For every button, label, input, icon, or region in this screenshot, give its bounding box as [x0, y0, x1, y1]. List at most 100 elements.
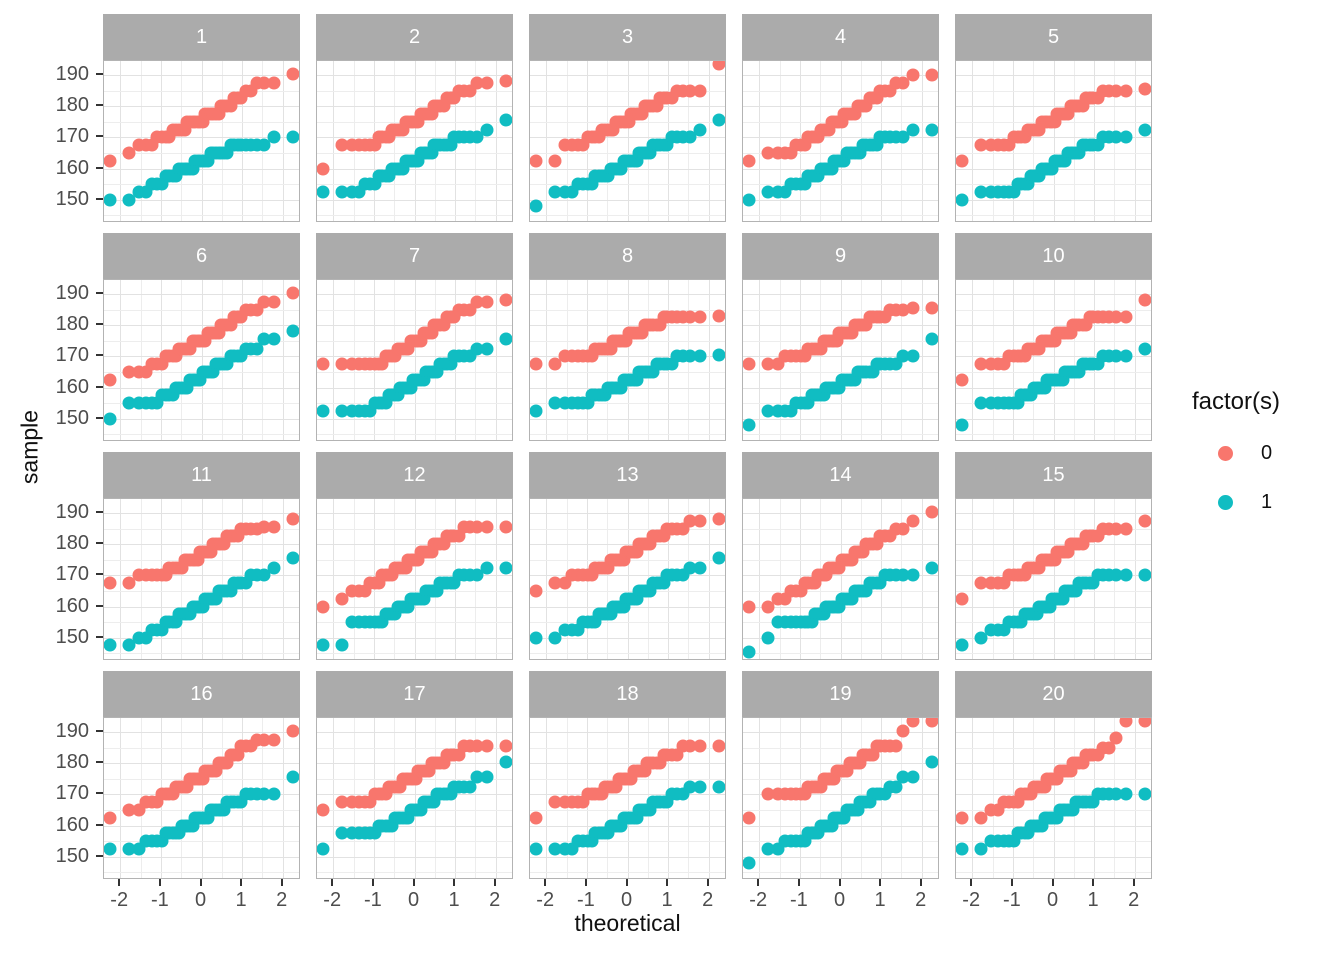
gridline-vertical: [475, 718, 477, 878]
data-point-factor-1: [286, 130, 299, 144]
y-tick-mark: [96, 104, 103, 107]
data-point-factor-1: [548, 185, 562, 199]
data-point-factor-1: [906, 770, 920, 784]
data-point-factor-1: [896, 130, 910, 144]
data-point-factor-0: [1138, 514, 1151, 528]
data-point-factor-1: [530, 842, 543, 856]
gridline-horizontal: [530, 184, 725, 186]
x-tick-mark: [158, 879, 161, 886]
gridline-horizontal: [104, 75, 299, 76]
gridline-horizontal: [956, 841, 1151, 843]
x-tick-mark: [199, 879, 202, 886]
gridline-vertical: [1053, 61, 1055, 221]
gridline-vertical: [921, 718, 923, 878]
gridline-horizontal: [530, 199, 725, 201]
data-point-factor-1: [956, 638, 969, 652]
data-point-factor-0: [286, 286, 299, 299]
data-point-factor-0: [530, 154, 543, 168]
gridline-horizontal: [743, 825, 938, 827]
data-point-factor-1: [743, 856, 756, 870]
facet-strip: 15: [955, 452, 1152, 498]
plot-area: [529, 60, 726, 222]
gridline-horizontal: [317, 403, 512, 405]
gridline-vertical: [627, 280, 629, 440]
data-point-factor-1: [480, 770, 494, 784]
gridline-horizontal: [317, 199, 512, 201]
data-point-factor-0: [1109, 84, 1123, 98]
data-point-factor-1: [317, 638, 330, 652]
data-point-factor-0: [286, 67, 299, 80]
data-point-factor-1: [122, 193, 136, 207]
gridline-vertical: [333, 499, 335, 659]
data-point-factor-1: [499, 332, 512, 346]
y-tick-label: 160: [55, 156, 89, 179]
data-point-factor-0: [906, 514, 920, 528]
plot-area: [103, 498, 300, 660]
data-point-factor-0: [104, 811, 117, 825]
gridline-vertical: [607, 280, 609, 440]
data-point-factor-0: [683, 739, 697, 753]
data-point-factor-1: [925, 332, 938, 346]
data-point-factor-0: [1109, 310, 1123, 324]
gridline-vertical: [546, 280, 548, 440]
gridline-vertical: [546, 499, 548, 659]
y-tick-mark: [96, 823, 103, 826]
data-point-factor-0: [335, 795, 349, 809]
y-tick-label: 150: [55, 844, 89, 867]
data-point-factor-1: [470, 770, 484, 784]
gridline-horizontal: [743, 747, 938, 749]
gridline-vertical: [1053, 499, 1055, 659]
x-tick-label: 0: [620, 889, 633, 911]
x-tick-label: -2: [110, 889, 129, 911]
gridline-horizontal: [317, 184, 512, 186]
gridline-horizontal: [530, 75, 725, 76]
y-tick-mark: [96, 730, 103, 732]
gridline-horizontal: [104, 590, 299, 592]
gridline-horizontal: [104, 544, 299, 546]
facet-strip-label: 8: [621, 244, 634, 267]
data-point-factor-1: [499, 755, 512, 769]
data-point-factor-1: [683, 349, 697, 363]
facet-panel-19: 19: [742, 671, 939, 879]
data-point-factor-0: [548, 357, 562, 371]
y-tick-label: 180: [55, 94, 89, 117]
x-tick-label: 2: [276, 889, 288, 911]
gridline-horizontal: [956, 528, 1151, 530]
gridline-vertical: [1033, 61, 1035, 221]
gridline-horizontal: [530, 528, 725, 530]
gridline-horizontal: [530, 152, 725, 154]
gridline-vertical: [607, 499, 609, 659]
facet-panel-2: 2: [316, 14, 513, 222]
data-point-factor-0: [743, 811, 756, 825]
gridline-horizontal: [104, 184, 299, 186]
plot-area: [955, 717, 1152, 879]
facet-strip: 17: [316, 671, 513, 717]
data-point-factor-1: [1119, 349, 1133, 363]
gridline-horizontal: [530, 90, 725, 92]
gridline-horizontal: [743, 418, 938, 420]
gridline-vertical: [840, 718, 842, 878]
data-point-factor-1: [317, 842, 330, 856]
gridline-vertical: [779, 499, 781, 659]
x-tick-label: 2: [489, 889, 501, 911]
gridline-vertical: [201, 61, 203, 221]
y-tick-label: 170: [55, 344, 89, 367]
y-tick-label: 180: [55, 751, 89, 774]
data-point-factor-1: [712, 551, 725, 565]
gridline-horizontal: [104, 513, 299, 514]
facet-strip: 18: [529, 671, 726, 717]
x-tick-label: 0: [833, 889, 846, 911]
data-point-factor-1: [480, 342, 494, 355]
gridline-horizontal: [317, 356, 512, 358]
x-tick-mark: [453, 879, 456, 886]
gridline-horizontal: [104, 152, 299, 154]
gridline-horizontal: [104, 294, 299, 295]
gridline-horizontal: [743, 168, 938, 170]
data-point-factor-0: [743, 357, 756, 371]
data-point-factor-0: [267, 76, 281, 90]
data-point-factor-1: [286, 324, 299, 338]
data-point-factor-0: [122, 146, 136, 160]
gridline-horizontal: [530, 590, 725, 592]
data-point-factor-1: [712, 780, 725, 793]
x-tick-mark: [1092, 879, 1095, 886]
